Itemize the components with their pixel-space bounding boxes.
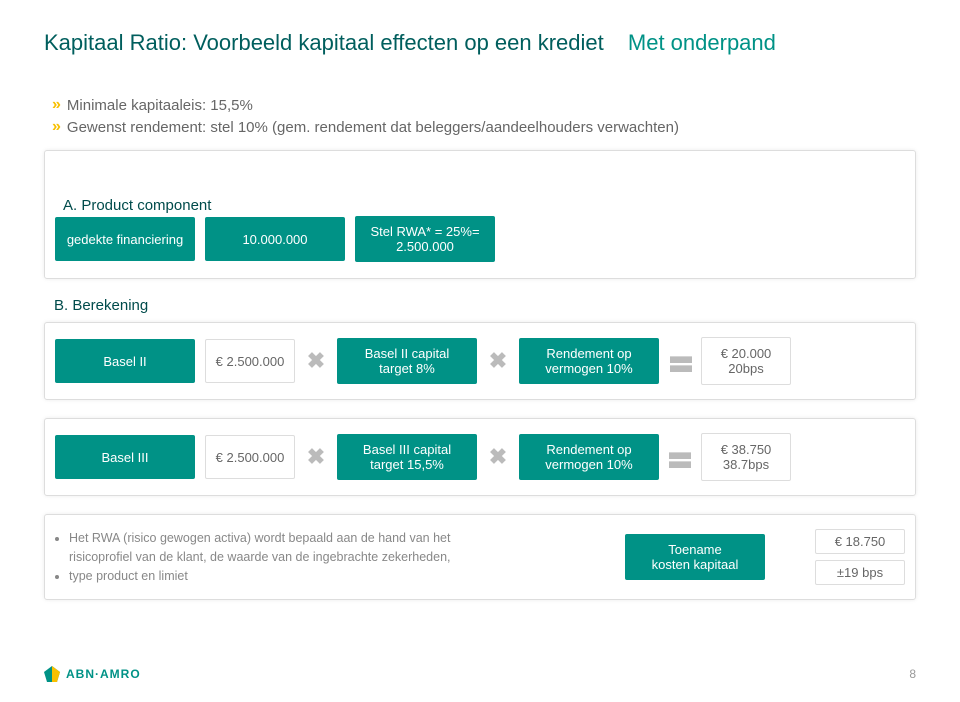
basel2-result: € 20.000 20bps (701, 337, 791, 385)
multiply-icon: ✖ (487, 446, 509, 468)
panel-basel-2: Basel II € 2.500.000 ✖ Basel II capital … (44, 322, 916, 400)
slide-title: Kapitaal Ratio: Voorbeeld kapitaal effec… (44, 30, 916, 56)
chevron-icon: » (52, 118, 57, 136)
title-sub: Met onderpand (628, 30, 776, 55)
increase-amount: € 18.750 (815, 529, 905, 554)
section-b-label: B. Berekening (54, 297, 916, 314)
box-rwa: Stel RWA* = 25%= 2.500.000 (355, 216, 495, 262)
multiply-icon: ✖ (487, 350, 509, 372)
bullet-2: » Gewenst rendement: stel 10% (gem. rend… (52, 118, 916, 136)
basel3-amount: € 2.500.000 (205, 435, 295, 479)
basel3-rendement: Rendement op vermogen 10% (519, 434, 659, 480)
increase-cost-label: Toename kosten kapitaal (625, 534, 765, 580)
chevron-icon: » (52, 96, 57, 114)
footer: ABN·AMRO 8 (44, 666, 916, 682)
title-main: Kapitaal Ratio: Voorbeeld kapitaal effec… (44, 30, 604, 55)
basel2-rendement: Rendement op vermogen 10% (519, 338, 659, 384)
basel3-result: € 38.750 38.7bps (701, 433, 791, 481)
section-a-label: A. Product component (59, 197, 905, 214)
page-number: 8 (909, 667, 916, 681)
multiply-icon: ✖ (305, 350, 327, 372)
footnote: Het RWA (risico gewogen activa) wordt be… (55, 529, 485, 585)
box-financing: gedekte financiering (55, 217, 195, 261)
bullet-list: » Minimale kapitaaleis: 15,5% » Gewenst … (52, 96, 916, 136)
basel2-amount: € 2.500.000 (205, 339, 295, 383)
box-amount: 10.000.000 (205, 217, 345, 261)
equals-icon: ▬▬ (669, 448, 691, 466)
shield-icon (44, 666, 60, 682)
panel-basel-3: Basel III € 2.500.000 ✖ Basel III capita… (44, 418, 916, 496)
basel2-label: Basel II (55, 339, 195, 383)
brand-logo: ABN·AMRO (44, 666, 141, 682)
brand-text: ABN·AMRO (66, 667, 141, 681)
increase-bps: ±19 bps (815, 560, 905, 585)
panel-product-component: A. Product component gedekte financierin… (44, 150, 916, 279)
multiply-icon: ✖ (305, 446, 327, 468)
basel2-target: Basel II capital target 8% (337, 338, 477, 384)
bullet-1: » Minimale kapitaaleis: 15,5% (52, 96, 916, 114)
panel-conclusion: Het RWA (risico gewogen activa) wordt be… (44, 514, 916, 600)
equals-icon: ▬▬ (669, 352, 691, 370)
basel3-target: Basel III capital target 15,5% (337, 434, 477, 480)
basel3-label: Basel III (55, 435, 195, 479)
